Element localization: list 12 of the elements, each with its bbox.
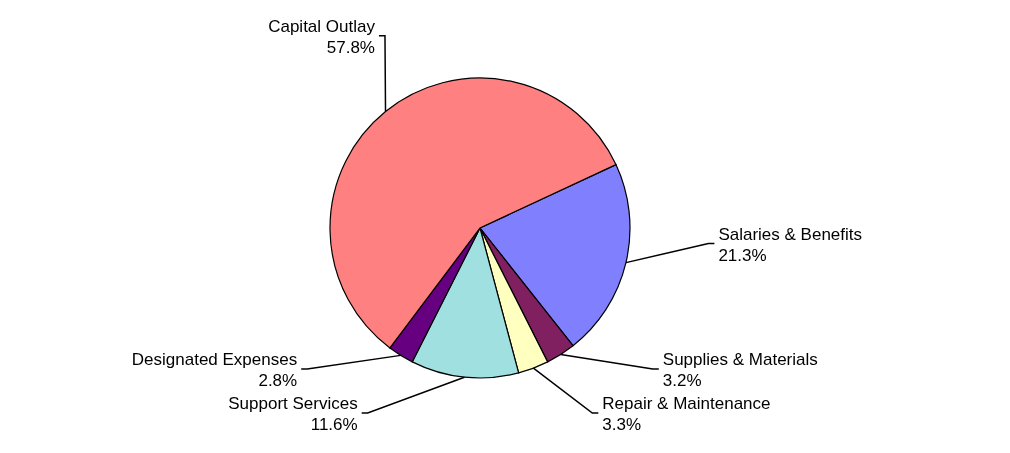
data-label: 57.8% xyxy=(326,37,375,57)
slice-label: Supplies & Materials xyxy=(662,350,818,369)
slice-label: Repair & Maintenance xyxy=(602,394,771,413)
data-label: 11.6% xyxy=(310,415,358,434)
slice-label: Designated Expenses xyxy=(131,350,298,369)
data-label: 2.8% xyxy=(258,371,298,390)
data-label: 3.3% xyxy=(602,415,642,434)
data-label: 3.2% xyxy=(662,371,702,390)
data-label: 21.3% xyxy=(718,245,767,265)
slice-label: Support Services xyxy=(228,394,358,413)
slice-label: Capital Outlay xyxy=(268,16,376,36)
slice-label: Salaries & Benefits xyxy=(718,224,863,244)
